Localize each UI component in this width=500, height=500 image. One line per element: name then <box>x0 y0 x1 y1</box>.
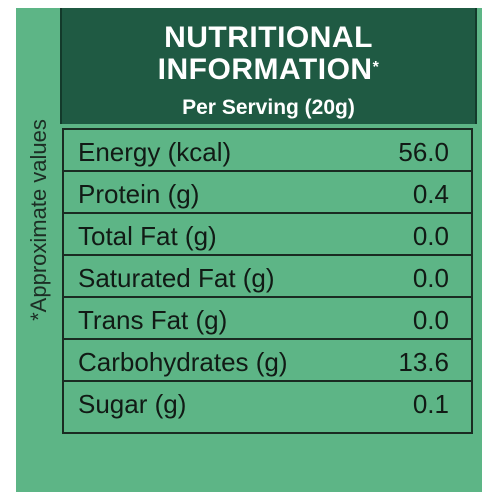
row-label: Saturated Fat (g) <box>78 263 275 293</box>
row-label: Protein (g) <box>78 179 200 209</box>
row-label: Total Fat (g) <box>78 221 217 251</box>
title-line-1: NUTRITIONAL <box>164 21 373 54</box>
table-row-carbohydrates: Carbohydrates (g) 13.6 <box>64 340 471 382</box>
row-value: 0.0 <box>412 263 449 293</box>
title-asterisk: * <box>372 59 380 76</box>
approximate-values-note: *Approximate values <box>23 60 55 380</box>
title-line-2-text: INFORMATION <box>157 53 373 86</box>
nutrition-title: NUTRITIONAL INFORMATION* <box>62 22 475 86</box>
nutrition-table: Energy (kcal) 56.0 Protein (g) 0.4 Total… <box>62 128 473 434</box>
serving-size: Per Serving (20g) <box>182 96 355 119</box>
table-row-protein: Protein (g) 0.4 <box>64 172 471 214</box>
row-value: 56.0 <box>398 137 449 167</box>
row-value: 13.6 <box>398 347 449 377</box>
nutrition-header: NUTRITIONAL INFORMATION* Per Serving (20… <box>60 8 477 124</box>
row-value: 0.0 <box>412 221 449 251</box>
side-note-text: *Approximate values <box>26 119 51 321</box>
row-value: 0.0 <box>412 305 449 335</box>
table-row-trans-fat: Trans Fat (g) 0.0 <box>64 298 471 340</box>
table-row-saturated-fat: Saturated Fat (g) 0.0 <box>64 256 471 298</box>
table-row-total-fat: Total Fat (g) 0.0 <box>64 214 471 256</box>
table-row-energy: Energy (kcal) 56.0 <box>64 130 471 172</box>
row-label: Sugar (g) <box>78 389 187 419</box>
row-label: Carbohydrates (g) <box>78 347 288 377</box>
row-value: 0.1 <box>412 389 449 419</box>
row-value: 0.4 <box>412 179 449 209</box>
table-row-sugar: Sugar (g) 0.1 <box>64 382 471 424</box>
row-label: Trans Fat (g) <box>78 305 228 335</box>
row-label: Energy (kcal) <box>78 137 232 167</box>
title-line-2: INFORMATION* <box>62 54 475 86</box>
